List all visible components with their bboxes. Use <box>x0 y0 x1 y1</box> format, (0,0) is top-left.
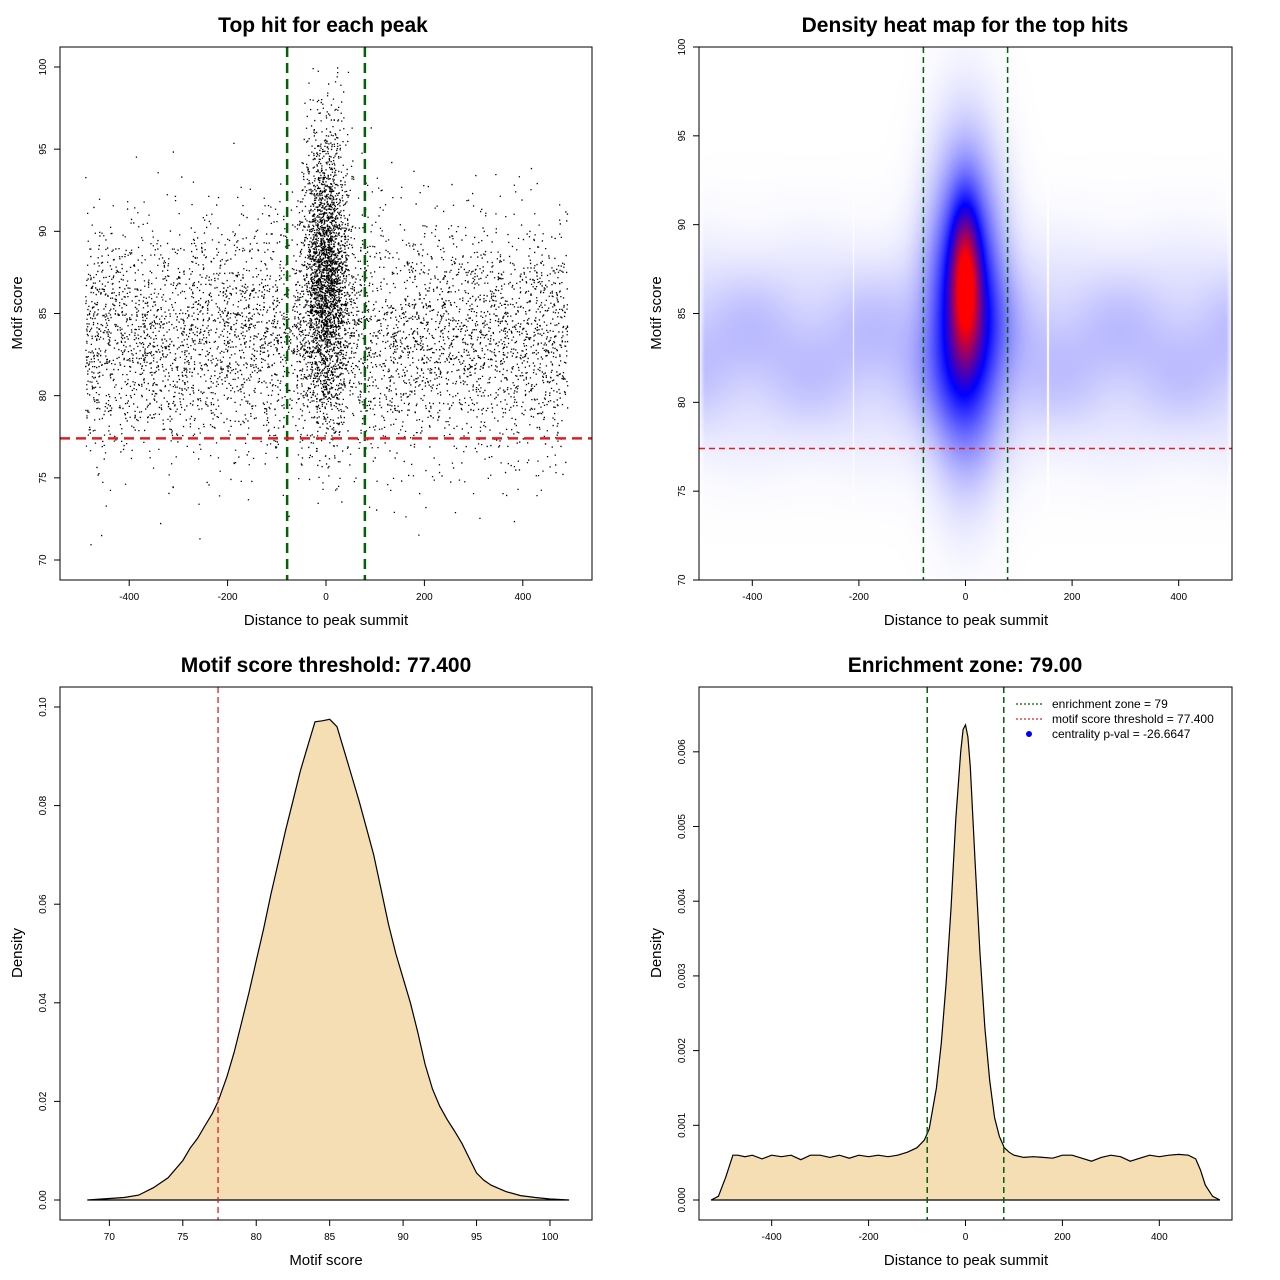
scatter-points <box>85 67 569 546</box>
score-density-panel: Motif score threshold: 77.400 70 75 80 85 90… <box>9 654 593 1269</box>
score-density-y-label: Density <box>9 927 26 978</box>
y-tick-label: 0.004 <box>677 888 688 913</box>
y-tick-label: 90 <box>38 225 49 237</box>
x-tick-label: 80 <box>251 1232 263 1243</box>
enrichment-zone-lines <box>926 687 1005 1220</box>
y-tick-label: 95 <box>38 143 49 155</box>
y-tick-label: 75 <box>677 485 688 497</box>
heatmap-y-ticks: 70 75 80 85 90 95 100 <box>677 38 699 586</box>
y-tick-label: 0.002 <box>677 1038 688 1063</box>
y-tick-label: 100 <box>38 58 49 75</box>
x-tick-label: 400 <box>1151 1232 1168 1243</box>
enrichment-x-label: Distance to peak summit <box>884 1252 1049 1269</box>
x-tick-label: -400 <box>742 592 762 603</box>
x-tick-label: 200 <box>1054 1232 1071 1243</box>
legend-centrality-label: centrality p-val = -26.6647 <box>1052 727 1191 741</box>
scatter-title: Top hit for each peak <box>218 14 428 37</box>
y-tick-label: 0.000 <box>677 1187 688 1212</box>
heatmap-y-label: Motif score <box>648 276 665 349</box>
y-tick-label: 0.04 <box>38 993 49 1013</box>
heatmap-x-ticks: -400 -200 0 200 400 <box>742 580 1187 603</box>
score-density-y-ticks: 0.00 0.02 0.04 0.06 0.08 0.10 <box>38 697 60 1210</box>
x-tick-label: -400 <box>762 1232 782 1243</box>
legend-centrality-point <box>1026 731 1032 737</box>
scatter-y-label: Motif score <box>9 276 26 349</box>
scatter-reference-lines <box>60 47 592 580</box>
heatmap-canvas-wrap <box>699 47 1232 580</box>
score-density-x-label: Motif score <box>289 1252 362 1269</box>
y-tick-label: 0.10 <box>38 697 49 717</box>
x-tick-label: 75 <box>177 1232 189 1243</box>
scatter-x-label: Distance to peak summit <box>244 612 409 629</box>
x-tick-label: 85 <box>324 1232 336 1243</box>
enrichment-legend: enrichment zone = 79 motif score thresho… <box>1016 697 1214 741</box>
heatmap-canvas <box>699 47 1232 580</box>
y-tick-label: 80 <box>677 396 688 408</box>
y-tick-label: 95 <box>677 130 688 142</box>
y-tick-label: 90 <box>677 219 688 231</box>
x-tick-label: -200 <box>859 1232 879 1243</box>
enrichment-x-ticks: -400 -200 0 200 400 <box>762 1220 1168 1243</box>
scatter-panel: Top hit for each peak -400 -200 0 200 400 70… <box>9 14 593 629</box>
score-density-x-ticks: 70 75 80 85 90 95 100 <box>104 1220 559 1243</box>
enrichment-title: Enrichment zone: 79.00 <box>848 654 1083 677</box>
x-tick-label: 200 <box>1064 592 1081 603</box>
y-tick-label: 85 <box>677 308 688 320</box>
score-density-area <box>87 718 570 1201</box>
y-tick-label: 0.001 <box>677 1112 688 1137</box>
scatter-point-cloud <box>85 67 569 546</box>
x-tick-label: 70 <box>104 1232 116 1243</box>
y-tick-label: 70 <box>38 554 49 566</box>
y-tick-label: 0.003 <box>677 963 688 988</box>
y-tick-label: 70 <box>677 574 688 586</box>
enrichment-density-area <box>710 723 1221 1201</box>
heatmap-title: Density heat map for the top hits <box>802 14 1129 37</box>
score-density-plot-frame <box>59 686 593 1221</box>
x-tick-label: 0 <box>963 1232 969 1243</box>
x-tick-label: -400 <box>119 592 139 603</box>
y-tick-label: 0.08 <box>38 795 49 815</box>
scatter-y-ticks: 70 75 80 85 90 95 100 <box>38 58 60 566</box>
scatter-x-ticks: -400 -200 0 200 400 <box>119 580 532 603</box>
x-tick-label: 400 <box>1170 592 1187 603</box>
heatmap-panel: Density heat map for the top hits -400 -2… <box>648 14 1233 629</box>
y-tick-label: 80 <box>38 390 49 402</box>
enrichment-y-label: Density <box>648 927 665 978</box>
x-tick-label: 100 <box>542 1232 559 1243</box>
x-tick-label: 0 <box>323 592 329 603</box>
enrichment-y-ticks: 0.000 0.001 0.002 0.003 0.004 0.005 0.006 <box>677 739 699 1213</box>
y-tick-label: 100 <box>677 38 688 55</box>
score-density-title: Motif score threshold: 77.400 <box>181 654 472 677</box>
x-tick-label: -200 <box>849 592 869 603</box>
heatmap-x-label: Distance to peak summit <box>884 612 1049 629</box>
y-tick-label: 85 <box>38 308 49 320</box>
y-tick-label: 0.02 <box>38 1091 49 1111</box>
x-tick-label: 90 <box>398 1232 410 1243</box>
y-tick-label: 0.00 <box>38 1190 49 1210</box>
x-tick-label: 95 <box>471 1232 483 1243</box>
x-tick-label: -200 <box>218 592 238 603</box>
y-tick-label: 0.06 <box>38 894 49 914</box>
heatmap-reference-lines <box>699 47 1232 580</box>
x-tick-label: 200 <box>416 592 433 603</box>
y-tick-label: 75 <box>38 472 49 484</box>
y-tick-label: 0.005 <box>677 814 688 839</box>
enrichment-plot-area <box>710 687 1221 1220</box>
legend-threshold-label: motif score threshold = 77.400 <box>1052 712 1214 726</box>
legend-enrichment-zone-label: enrichment zone = 79 <box>1052 697 1168 711</box>
x-tick-label: 0 <box>963 592 969 603</box>
y-tick-label: 0.006 <box>677 739 688 764</box>
x-tick-label: 400 <box>514 592 531 603</box>
score-density-plot-area <box>87 687 570 1220</box>
enrichment-panel: Enrichment zone: 79.00 -400 -200 0 200 400 0… <box>648 654 1233 1269</box>
